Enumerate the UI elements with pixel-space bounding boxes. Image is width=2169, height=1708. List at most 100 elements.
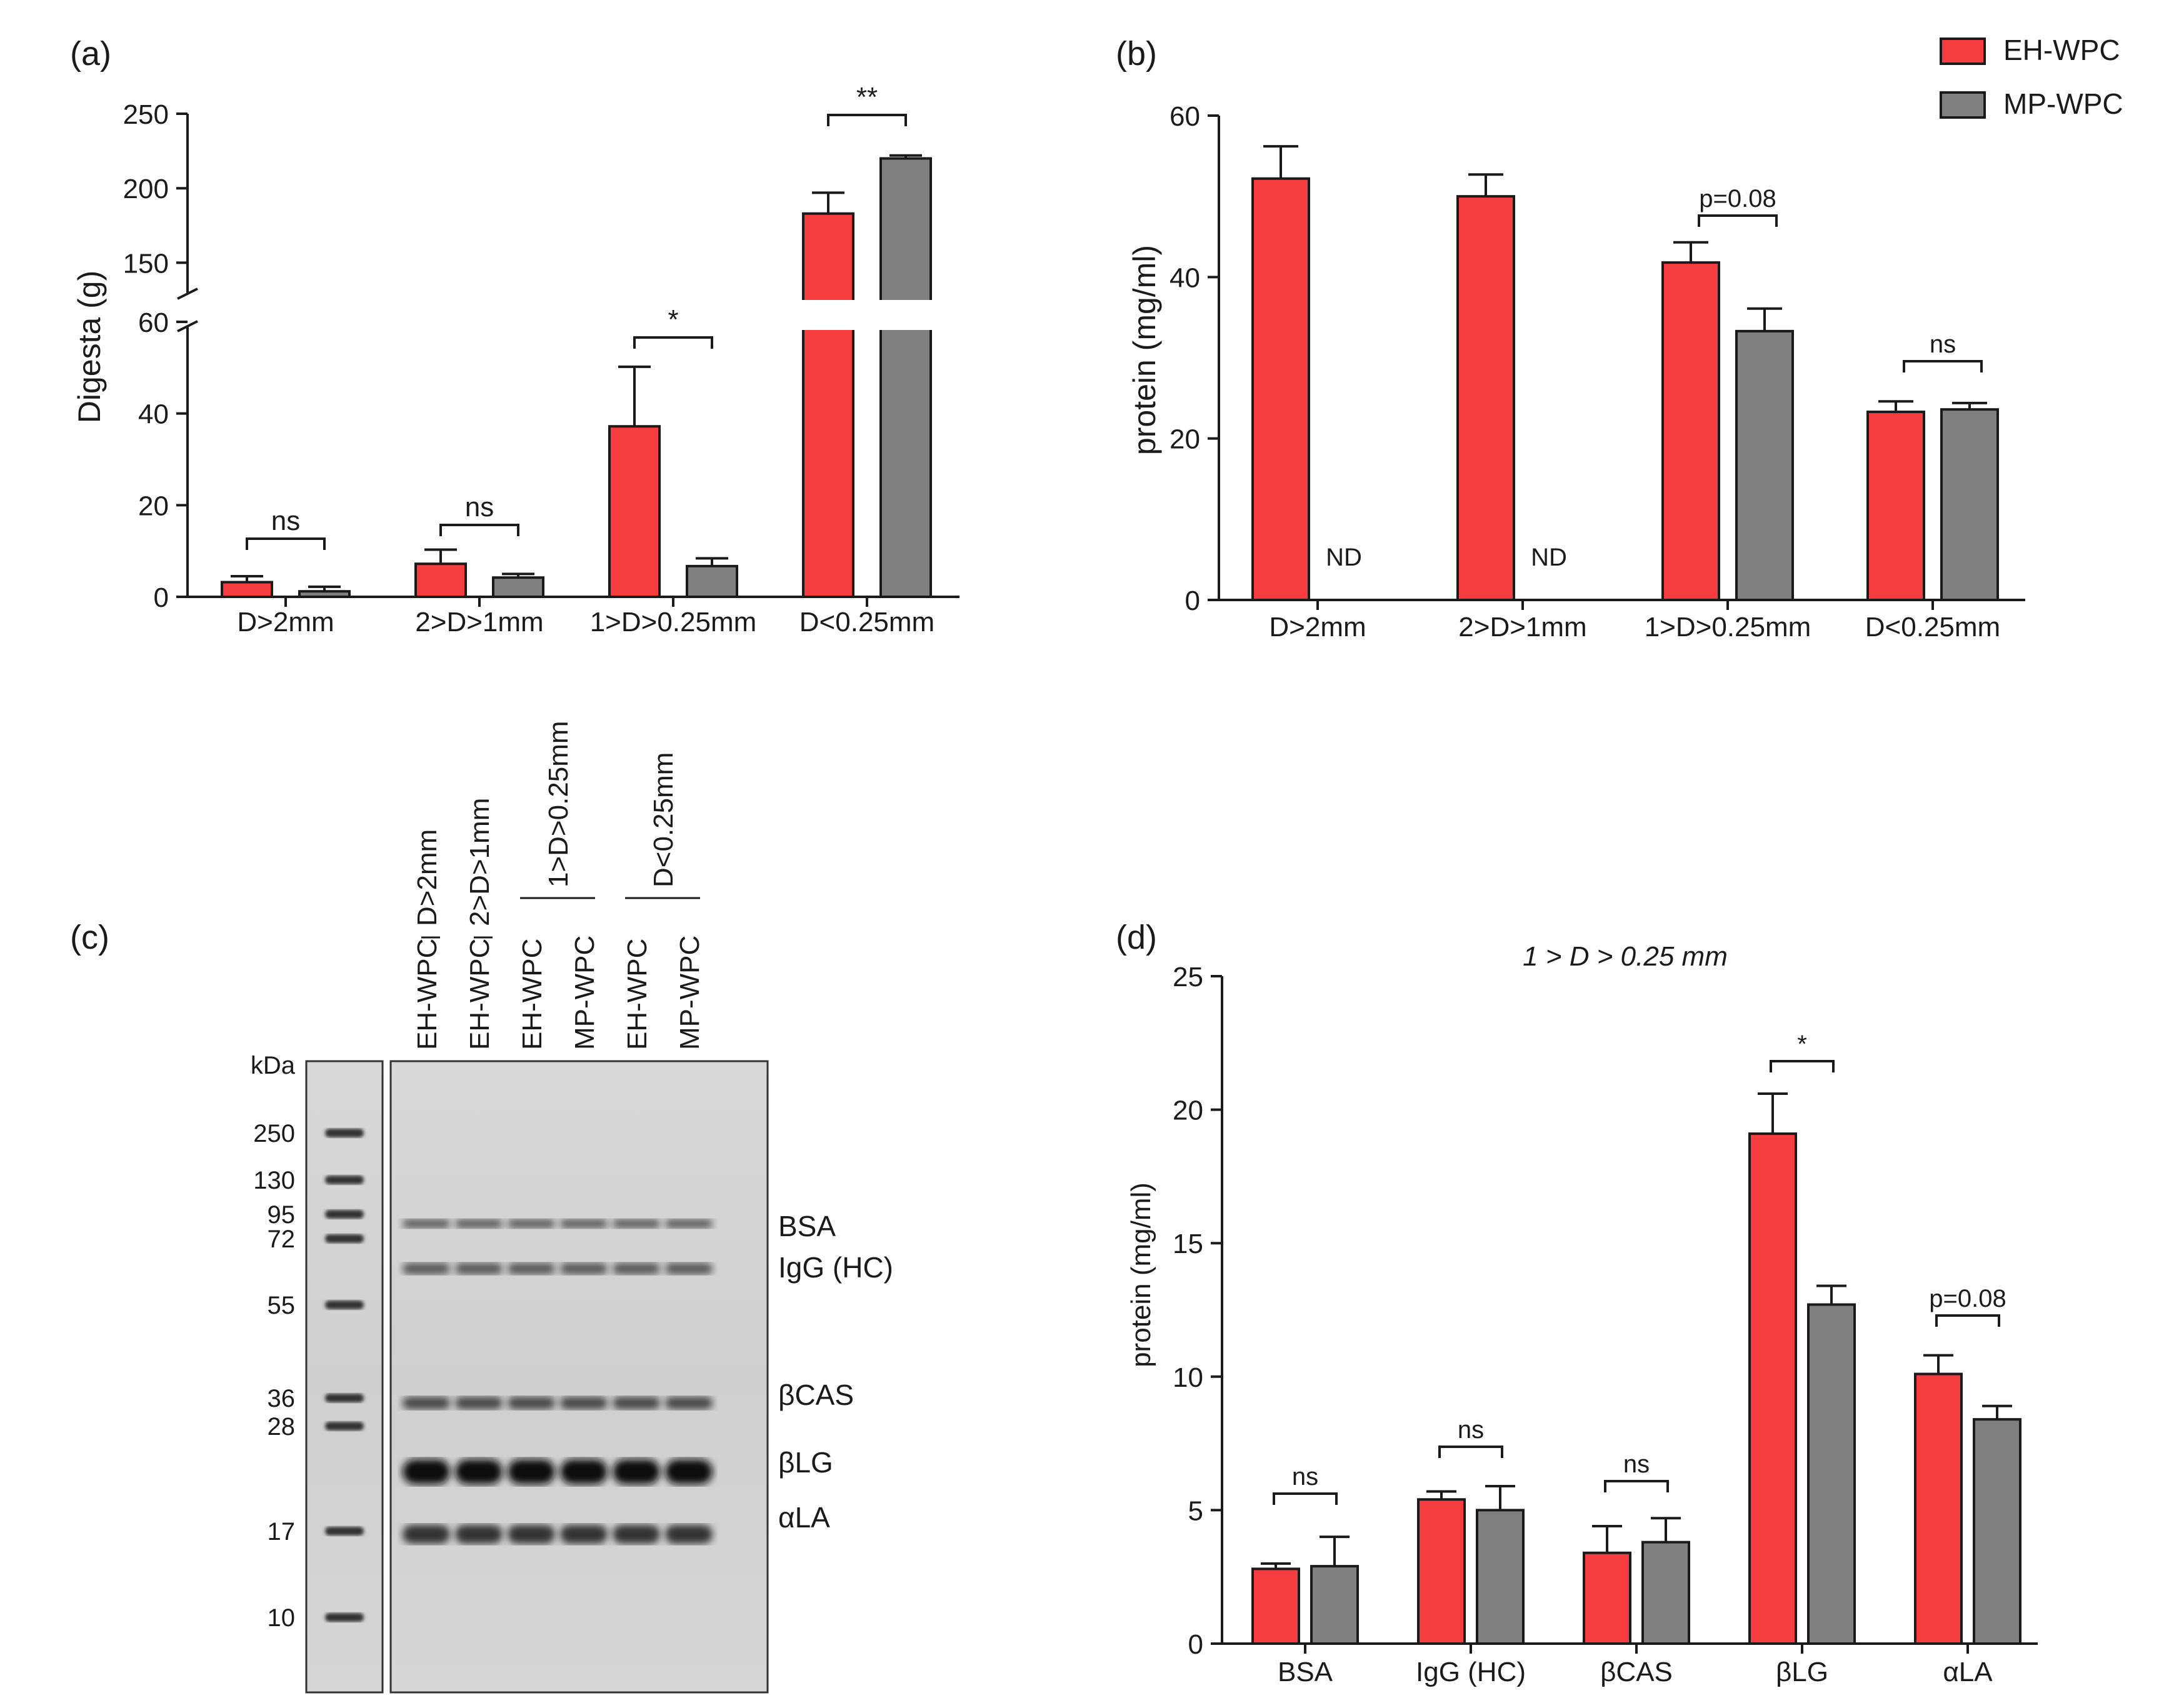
- gel-sample-band: [455, 1397, 503, 1409]
- gel-sample-band: [403, 1219, 450, 1228]
- bar-a-break-gap: [799, 300, 857, 330]
- category-label-a: D<0.25mm: [799, 607, 934, 637]
- significance-label-2: ns: [1623, 1451, 1650, 1478]
- bar-2-eh-0: [1251, 1567, 1300, 1646]
- errorbar-2-eh-2: [1592, 1525, 1622, 1553]
- chart-a-y-tick-label: 40: [138, 399, 169, 430]
- legend-entry-mp-wpc: MP-WPC: [1940, 87, 2123, 120]
- chart-d-y-tick-label: 5: [1188, 1496, 1203, 1526]
- gel-sample-band: [508, 1219, 555, 1228]
- gel-sample-band: [665, 1219, 713, 1228]
- gel-sample-band: [455, 1263, 503, 1274]
- significance-bracket-0: [827, 114, 907, 126]
- gel-ladder-label: 250: [253, 1120, 295, 1147]
- chart-d-title: 1 > D > 0.25 mm: [1523, 941, 1728, 972]
- significance-bracket-2: [1770, 1060, 1835, 1072]
- gel-sample-band: [508, 1263, 555, 1274]
- errorbar-2-mp-3: [1816, 1284, 1846, 1305]
- chart-b: protein (mg/ml) ND ND 0 20 40 60 D>2mm 2>D>1m…: [1127, 101, 2025, 642]
- bar-2-mp-1: [1476, 1509, 1525, 1645]
- bar-2-eh-4: [1914, 1372, 1963, 1646]
- bar-a-mp-3: [879, 157, 932, 598]
- gel-lane-label: EH-WPC: [464, 939, 495, 1050]
- errorbar-a-mp-3: [889, 154, 922, 159]
- gel-ladder-label: 72: [268, 1226, 296, 1253]
- legend-label-eh-wpc: EH-WPC: [2003, 34, 2120, 66]
- gel-sample-band: [560, 1263, 608, 1274]
- errorbar-2-mp-2: [1651, 1517, 1681, 1542]
- chart-a-y-tick-label: 0: [154, 582, 169, 613]
- significance-bracket-0: [633, 336, 713, 349]
- gel-sample-band: [508, 1397, 555, 1409]
- gel-band-label: βCAS: [778, 1379, 854, 1411]
- errorbar-2-mp-4: [1982, 1404, 2012, 1420]
- category-label-2: βCAS: [1600, 1657, 1673, 1687]
- gel-lane-label: EH-WPC: [412, 939, 443, 1050]
- gel-sample-band: [613, 1219, 660, 1228]
- chart-d-y-tick-label: 10: [1173, 1362, 1203, 1393]
- category-label-2: βLG: [1776, 1657, 1828, 1687]
- chart-d-y-tick-label: 20: [1173, 1096, 1203, 1126]
- bar-a-eh-1: [414, 562, 467, 599]
- gel-ladder-band: [325, 1176, 364, 1184]
- errorbar-a-eh-0: [231, 575, 263, 582]
- category-label-1: 2>D>1mm: [1458, 612, 1586, 642]
- bar-2-eh-1: [1417, 1498, 1466, 1646]
- category-label-1: D>2mm: [1269, 612, 1366, 642]
- chart-b-y-tick-label: 0: [1185, 586, 1200, 616]
- significance-bracket-2: [1935, 1314, 2000, 1327]
- bar-1-mp-3: [1940, 408, 1999, 602]
- category-label-1: D<0.25mm: [1865, 612, 2000, 642]
- gel-band-label: BSA: [778, 1210, 836, 1242]
- legend: EH-WPC MP-WPC: [1940, 34, 2123, 120]
- chart-a: Digesta (g) 0 20 40 60 150 200 250 D>2mm 2>D>1mm…: [72, 82, 959, 637]
- significance-label-0: ns: [465, 492, 494, 522]
- category-label-2: IgG (HC): [1416, 1657, 1526, 1687]
- legend-label-mp-wpc: MP-WPC: [2003, 87, 2123, 120]
- significance-bracket-1: [1698, 214, 1778, 227]
- panel-label-c: (c): [70, 919, 109, 956]
- gel-lane-label: EH-WPC: [622, 939, 653, 1050]
- significance-label-1: ns: [1930, 331, 1956, 358]
- significance-label-2: ns: [1458, 1416, 1484, 1444]
- errorbar-1-eh-1: [1468, 173, 1503, 197]
- bar-2-eh-3: [1748, 1132, 1797, 1645]
- gel-lane-group-label: 1>D>0.25mm: [543, 721, 574, 887]
- gel-sample-band: [613, 1263, 660, 1274]
- gel-sample-band: [455, 1459, 503, 1484]
- chart-a-y-tick-label: 150: [123, 248, 169, 279]
- significance-label-2: *: [1797, 1031, 1807, 1058]
- bar-a-eh-2: [608, 425, 661, 598]
- gel-lane-label: EH-WPC: [517, 939, 548, 1050]
- gel-kda-label: kDa: [251, 1052, 296, 1079]
- errorbar-a-eh-3: [812, 191, 844, 214]
- errorbar-a-eh-1: [424, 548, 457, 564]
- errorbar-2-eh-3: [1758, 1092, 1788, 1134]
- errorbar-a-mp-2: [696, 557, 728, 566]
- errorbar-a-mp-1: [502, 572, 534, 578]
- chart-d-y-tick-label: 25: [1173, 962, 1203, 992]
- significance-label-0: *: [668, 304, 678, 335]
- gel-ladder-label: 95: [268, 1201, 296, 1229]
- gel-sample-band: [665, 1397, 713, 1409]
- errorbar-2-mp-1: [1485, 1484, 1515, 1511]
- bar-2-eh-2: [1583, 1551, 1631, 1645]
- category-label-a: D>2mm: [237, 607, 334, 637]
- errorbar-2-eh-1: [1426, 1490, 1456, 1500]
- chart-d: protein (mg/ml) 1 > D > 0.25 mm 0 5 10 15 20…: [1126, 941, 2038, 1687]
- gel-sample-band: [613, 1397, 660, 1409]
- category-label-2: BSA: [1278, 1657, 1333, 1687]
- panel-label-b: (b): [1116, 35, 1157, 72]
- gel-band-label: IgG (HC): [778, 1251, 893, 1284]
- bar-a-eh-3: [802, 212, 854, 598]
- panel-label-d: (d): [1116, 919, 1157, 956]
- gel-band-label: αLA: [778, 1501, 830, 1534]
- bar-a-eh-0: [221, 581, 273, 598]
- significance-label-0: ns: [271, 506, 300, 536]
- gel-ladder-band: [325, 1210, 364, 1219]
- gel-sample-band: [665, 1263, 713, 1274]
- gel-ladder-label: 55: [268, 1292, 296, 1319]
- errorbar-a-mp-0: [308, 585, 341, 592]
